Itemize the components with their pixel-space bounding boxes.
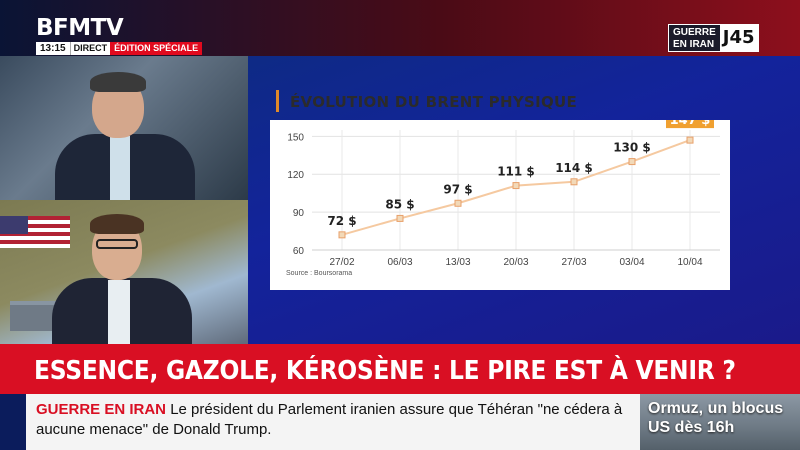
guest-hair: [90, 72, 146, 92]
time-box: 13:15 DIRECT ÉDITION SPÉCIALE: [36, 42, 203, 55]
data-label: 72 $: [327, 214, 356, 228]
presenter-shirt: [108, 280, 130, 344]
data-label: 147 $: [670, 120, 711, 128]
highlight-label-box: [666, 120, 714, 129]
presenter-glasses: [96, 239, 138, 249]
x-tick-label: 10/04: [677, 257, 702, 268]
us-flag-canton: [0, 216, 28, 234]
presenter-hair: [90, 214, 144, 234]
x-tick-label: 06/03: [387, 257, 412, 268]
y-tick-label: 120: [287, 170, 304, 181]
video-feed: [0, 56, 248, 344]
data-label: 114 $: [555, 161, 593, 175]
ticker-message: Le président du Parlement iranien assure…: [36, 401, 623, 438]
headline-text: ESSENCE, GAZOLE, KÉROSÈNE : LE PIRE EST …: [34, 356, 736, 386]
data-label: 111 $: [497, 165, 535, 179]
data-point: [396, 214, 404, 222]
x-tick-label: 20/03: [503, 257, 528, 268]
x-tick-label: 03/04: [619, 257, 644, 268]
data-point: [570, 178, 578, 186]
chart-background: [270, 120, 730, 290]
y-tick-label: 90: [293, 208, 305, 219]
x-tick-label: 27/03: [561, 257, 586, 268]
data-label: 97 $: [443, 182, 472, 196]
data-point: [512, 182, 520, 190]
war-badge-line1: GUERRE: [673, 27, 716, 38]
x-tick-label: 13/03: [445, 257, 470, 268]
headline-band: ESSENCE, GAZOLE, KÉROSÈNE : LE PIRE EST …: [0, 344, 800, 394]
chart-title-accent: [276, 90, 279, 112]
data-point: [454, 199, 462, 207]
data-point: [628, 158, 636, 166]
teaser-text: Ormuz, un blocus US dès 16h: [648, 400, 784, 436]
war-day-count: J45: [719, 25, 758, 51]
y-tick-label: 150: [287, 132, 304, 143]
ticker-label: GUERRE EN IRAN: [36, 401, 167, 418]
clock-time: 13:15: [36, 42, 70, 55]
ticker-text: GUERRE EN IRAN Le président du Parlement…: [36, 400, 636, 440]
live-label: DIRECT: [69, 42, 111, 55]
channel-logo: BFMTV: [36, 15, 124, 41]
ticker-panel: [26, 394, 640, 450]
data-label: 130 $: [613, 141, 651, 155]
war-badge-text: GUERRE EN IRAN: [669, 25, 720, 51]
y-tick-label: 60: [293, 246, 305, 257]
brent-line-chart: 60 90 120 150 27/02 06/03 13/03 20/03 27/03 03/04…: [270, 120, 730, 290]
data-point: [338, 231, 346, 239]
war-day-badge: GUERRE EN IRAN J45: [668, 24, 759, 52]
x-tick-label: 27/02: [329, 257, 354, 268]
war-badge-line2: EN IRAN: [673, 39, 715, 50]
data-label: 85 $: [385, 197, 414, 211]
guest-shirt: [110, 136, 130, 200]
data-point: [686, 136, 694, 144]
chart-source: Source : Boursorama: [286, 270, 353, 277]
edition-label: ÉDITION SPÉCIALE: [110, 42, 203, 55]
teaser-panel: [640, 394, 800, 450]
top-bar: BFMTV 13:15 DIRECT ÉDITION SPÉCIALE GUER…: [0, 0, 800, 56]
chart-title: ÉVOLUTION DU BRENT PHYSIQUE: [290, 93, 578, 111]
